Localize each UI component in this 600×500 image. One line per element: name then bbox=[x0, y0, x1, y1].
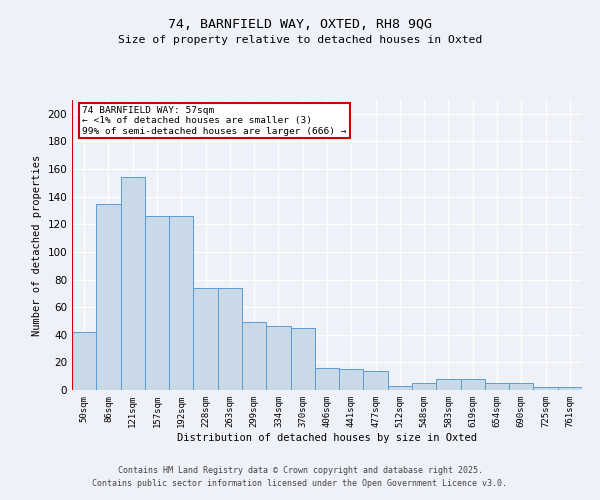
X-axis label: Distribution of detached houses by size in Oxted: Distribution of detached houses by size … bbox=[177, 432, 477, 442]
Bar bbox=[242, 322, 266, 390]
Bar bbox=[72, 332, 96, 390]
Bar bbox=[485, 383, 509, 390]
Bar bbox=[169, 216, 193, 390]
Bar bbox=[339, 370, 364, 390]
Bar bbox=[364, 370, 388, 390]
Text: Size of property relative to detached houses in Oxted: Size of property relative to detached ho… bbox=[118, 35, 482, 45]
Bar bbox=[388, 386, 412, 390]
Text: Contains HM Land Registry data © Crown copyright and database right 2025.
Contai: Contains HM Land Registry data © Crown c… bbox=[92, 466, 508, 487]
Bar bbox=[218, 288, 242, 390]
Bar bbox=[145, 216, 169, 390]
Bar bbox=[193, 288, 218, 390]
Bar bbox=[290, 328, 315, 390]
Text: 74, BARNFIELD WAY, OXTED, RH8 9QG: 74, BARNFIELD WAY, OXTED, RH8 9QG bbox=[168, 18, 432, 30]
Bar bbox=[121, 178, 145, 390]
Y-axis label: Number of detached properties: Number of detached properties bbox=[32, 154, 42, 336]
Bar bbox=[436, 379, 461, 390]
Bar bbox=[509, 383, 533, 390]
Bar bbox=[96, 204, 121, 390]
Bar bbox=[461, 379, 485, 390]
Bar bbox=[315, 368, 339, 390]
Bar bbox=[412, 383, 436, 390]
Bar bbox=[558, 387, 582, 390]
Bar bbox=[266, 326, 290, 390]
Bar bbox=[533, 387, 558, 390]
Text: 74 BARNFIELD WAY: 57sqm
← <1% of detached houses are smaller (3)
99% of semi-det: 74 BARNFIELD WAY: 57sqm ← <1% of detache… bbox=[82, 106, 347, 136]
